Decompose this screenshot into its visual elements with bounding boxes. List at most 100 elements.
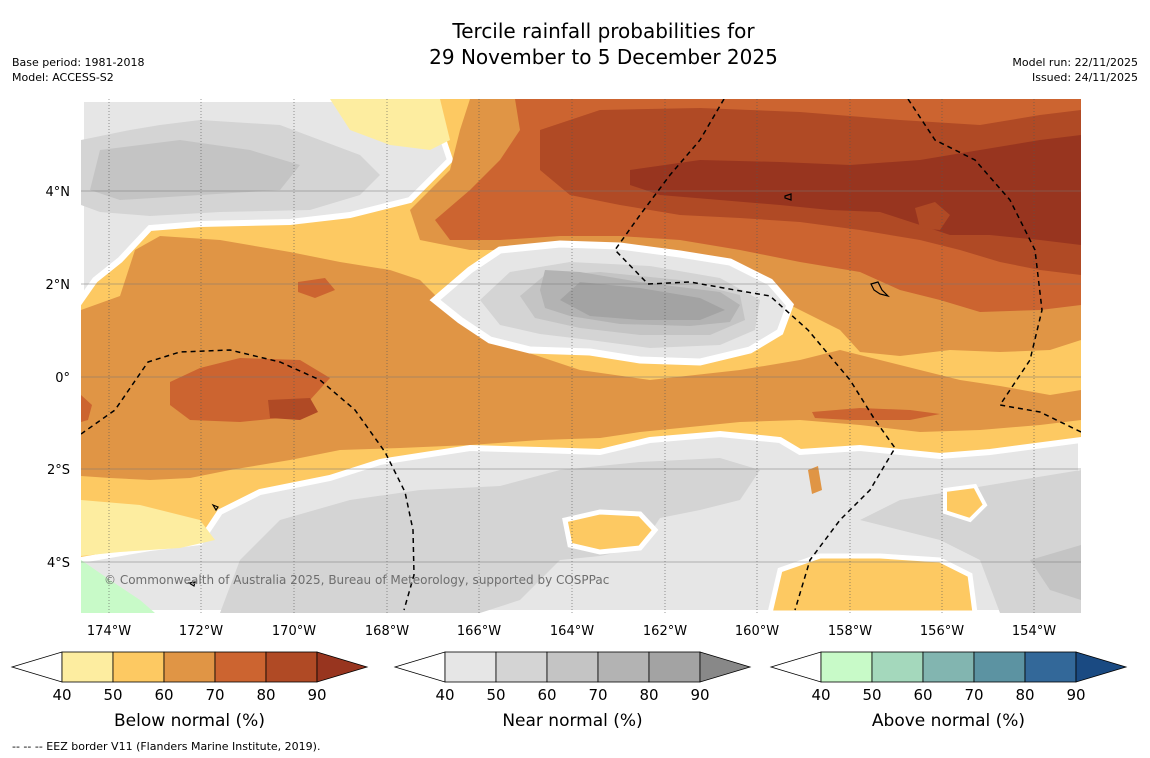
region-below-60-south-pocket-2	[767, 553, 978, 613]
base-period-text: Base period: 1981-2018	[12, 56, 145, 69]
colorbar-above-tick-90: 90	[1066, 686, 1085, 704]
lat-axis: 4°N 2°N 0° 2°S 4°S	[46, 185, 71, 571]
lon-label-162w: 162°W	[643, 624, 687, 639]
region-below-50-southwest	[81, 500, 215, 556]
colorbar-below-segment-2	[112, 651, 165, 683]
colorbar-below-tick-70: 70	[205, 686, 224, 704]
eez-border-central	[614, 99, 896, 611]
lat-label-4n: 4°N	[46, 185, 71, 200]
lon-axis: 174°W 172°W 170°W 168°W 166°W 164°W 162°…	[87, 624, 1056, 639]
islands	[187, 193, 890, 587]
lat-label-0: 0°	[55, 371, 70, 386]
lat-label-2s: 2°S	[47, 463, 70, 478]
lat-label-2n: 2°N	[46, 278, 71, 293]
lon-label-172w: 172°W	[179, 624, 223, 639]
colorbar-above-tick-60: 60	[913, 686, 932, 704]
colorbar-below-over-triangle	[316, 651, 369, 683]
base-model-info: Base period: 1981-2018 Model: ACCESS-S2	[12, 55, 144, 85]
map-title: Tercile rainfall probabilities for 29 No…	[0, 18, 1150, 70]
region-below-50-north-strip	[330, 99, 450, 150]
lon-label-170w: 170°W	[272, 624, 316, 639]
colorbar-near: 40 50 60 70 80 90 Near normal (%)	[393, 651, 752, 731]
region-near-70-north	[90, 140, 300, 200]
region-below-70-south-pocket	[808, 466, 822, 494]
title-line-1: Tercile rainfall probabilities for	[452, 19, 755, 43]
title-line-2: 29 November to 5 December 2025	[429, 45, 778, 69]
island-kiritimati-outline	[870, 281, 890, 298]
eez-border-east	[907, 99, 1081, 433]
colorbar-near-under-triangle	[393, 651, 446, 683]
region-near-90-central	[560, 282, 725, 320]
region-below-90-west	[268, 398, 318, 420]
colorbar-above-under-triangle	[769, 651, 822, 683]
island-small-outline-2	[187, 581, 196, 587]
colorbar-near-segment-4	[597, 651, 650, 683]
issued-text: Issued: 24/11/2025	[1031, 71, 1138, 84]
region-below-80-east-band	[812, 408, 940, 420]
colorbar-near-over-triangle	[699, 651, 752, 683]
colorbar-below-under-triangle	[10, 651, 63, 683]
colorbar-near-tick-90: 90	[690, 686, 709, 704]
colorbar-near-segment-5	[648, 651, 701, 683]
colorbar-above-segment-1	[820, 651, 873, 683]
region-below-80-west-edge	[81, 395, 92, 422]
colorbar-below-tick-80: 80	[256, 686, 275, 704]
lon-label-156w: 156°W	[920, 624, 964, 639]
colorbars: 40 50 60 70 80 90 Below normal (%) 40 50 60 70 80 90…	[10, 651, 1128, 731]
colorbar-below-tick-60: 60	[154, 686, 173, 704]
colorbar-below-label: Below normal (%)	[114, 711, 265, 731]
eez-footnote: -- -- -- EEZ border V11 (Flanders Marine…	[12, 740, 321, 753]
lon-label-164w: 164°W	[550, 624, 594, 639]
colorbar-above: 40 50 60 70 80 90 Above normal (%)	[769, 651, 1128, 731]
colorbar-below-segment-3	[163, 651, 216, 683]
model-run-text: Model run: 22/11/2025	[1012, 56, 1138, 69]
colorbar-above-segment-4	[973, 651, 1026, 683]
lon-label-160w: 160°W	[735, 624, 779, 639]
lon-label-168w: 168°W	[365, 624, 409, 639]
colorbar-near-tick-60: 60	[537, 686, 556, 704]
region-near-60-southeast	[860, 470, 1081, 613]
region-near-60-south	[220, 458, 760, 613]
colorbar-above-label: Above normal (%)	[872, 711, 1025, 731]
lon-label-158w: 158°W	[828, 624, 872, 639]
colorbar-above-tick-50: 50	[862, 686, 881, 704]
run-issue-info: Model run: 22/11/2025 Issued: 24/11/2025	[1012, 55, 1138, 85]
region-below-90plus-northeast	[630, 135, 1081, 245]
copyright-text: © Commonwealth of Australia 2025, Bureau…	[104, 573, 609, 587]
colorbar-near-segment-3	[546, 651, 599, 683]
eez-border-west	[81, 349, 415, 611]
colorbar-near-tick-80: 80	[639, 686, 658, 704]
lon-label-174w: 174°W	[87, 624, 131, 639]
colorbar-below-tick-90: 90	[307, 686, 326, 704]
colorbar-near-tick-40: 40	[435, 686, 454, 704]
colorbar-above-tick-70: 70	[964, 686, 983, 704]
colorbar-below-tick-40: 40	[52, 686, 71, 704]
colorbar-above-segment-3	[922, 651, 975, 683]
model-text: Model: ACCESS-S2	[12, 71, 114, 84]
region-below-60-south-pocket-1	[562, 509, 659, 555]
colorbar-above-segment-2	[871, 651, 924, 683]
colorbar-near-tick-70: 70	[588, 686, 607, 704]
region-near-70-southeast	[1030, 545, 1081, 600]
colorbar-near-segment-2	[495, 651, 548, 683]
eez-borders	[81, 99, 1081, 611]
region-above-50-southwest	[81, 560, 155, 613]
region-below-60-south-pocket-3	[943, 483, 988, 523]
lon-label-154w: 154°W	[1012, 624, 1056, 639]
colorbar-below: 40 50 60 70 80 90 Below normal (%)	[10, 651, 369, 731]
colorbar-below-segment-5	[265, 651, 318, 683]
colorbar-near-tick-50: 50	[486, 686, 505, 704]
colorbar-below-segment-1	[61, 651, 114, 683]
island-small-outline-1	[211, 503, 219, 512]
colorbar-below-segment-4	[214, 651, 267, 683]
colorbar-above-tick-40: 40	[811, 686, 830, 704]
colorbar-near-label: Near normal (%)	[502, 711, 642, 731]
region-below-70-west	[81, 236, 1081, 480]
island-jarvis-outline	[784, 193, 792, 201]
region-below-80-west-spot	[298, 278, 335, 298]
colorbar-above-segment-5	[1024, 651, 1077, 683]
lon-label-166w: 166°W	[457, 624, 501, 639]
colorbar-near-segment-1	[444, 651, 497, 683]
lat-label-4s: 4°S	[47, 556, 70, 571]
